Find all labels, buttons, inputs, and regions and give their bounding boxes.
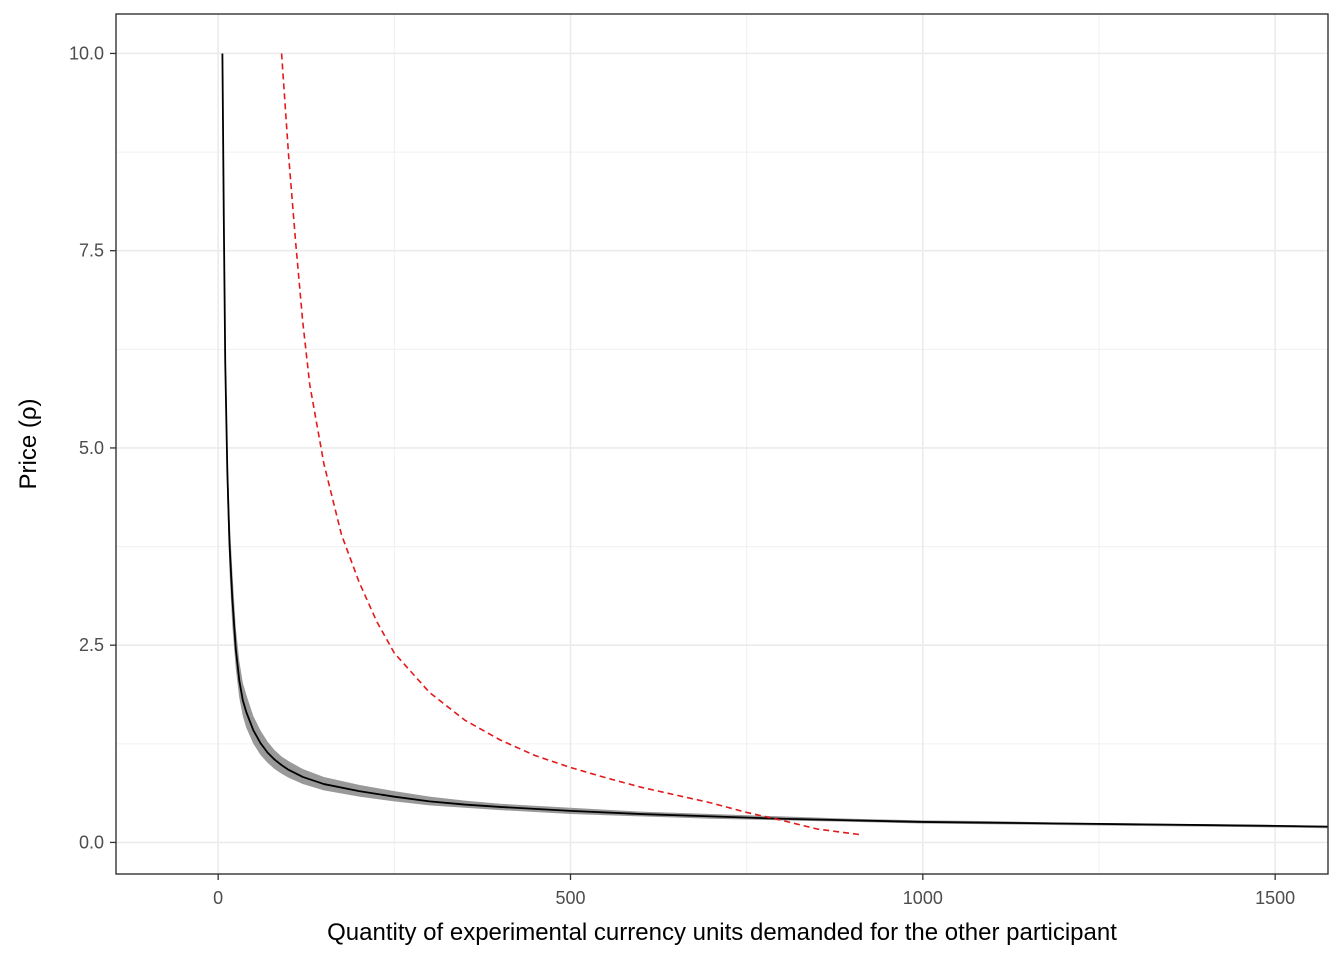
y-tick-label: 7.5 bbox=[79, 241, 104, 261]
y-tick-label: 5.0 bbox=[79, 438, 104, 458]
x-axis: 0 500 1000 1500 bbox=[213, 874, 1295, 908]
dashed-curve-1 bbox=[280, 53, 860, 836]
x-tick-label: 500 bbox=[555, 888, 585, 908]
y-axis-title: Price (ρ) bbox=[15, 399, 42, 490]
fitted-curve-0 bbox=[221, 53, 1328, 828]
grid-major bbox=[116, 14, 1328, 874]
series-layer bbox=[221, 53, 1328, 836]
x-tick-label: 1500 bbox=[1255, 888, 1295, 908]
x-tick-label: 0 bbox=[213, 888, 223, 908]
y-tick-label: 0.0 bbox=[79, 832, 104, 852]
y-tick-label: 10.0 bbox=[69, 43, 104, 63]
y-axis: 0.0 2.5 5.0 7.5 10.0 bbox=[69, 43, 116, 852]
y-tick-label: 2.5 bbox=[79, 635, 104, 655]
x-axis-title: Quantity of experimental currency units … bbox=[327, 919, 1117, 946]
grid-minor bbox=[116, 14, 1328, 874]
plot-border bbox=[115, 13, 1329, 875]
plot-panel bbox=[116, 14, 1328, 874]
x-tick-label: 1000 bbox=[903, 888, 943, 908]
